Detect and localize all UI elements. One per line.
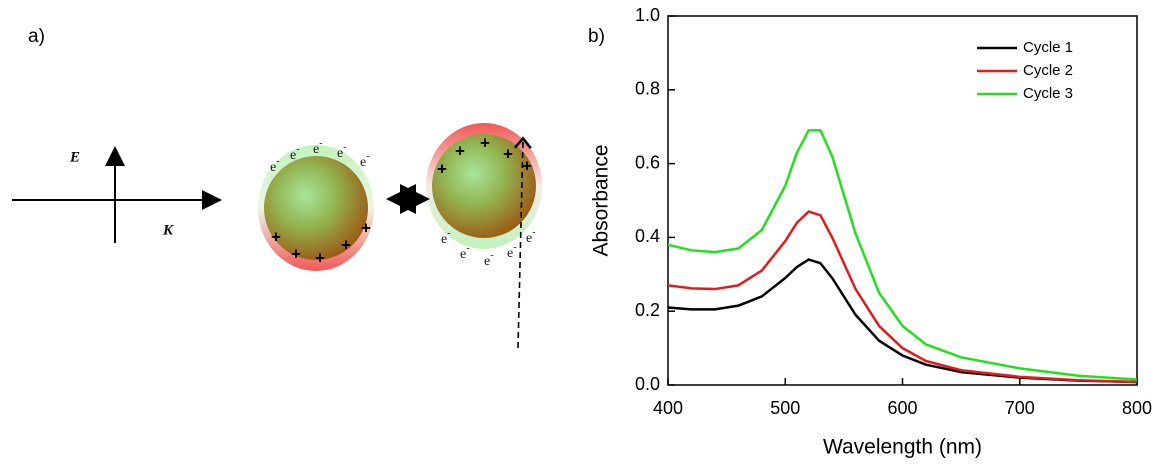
wave-label: K — [162, 222, 174, 238]
positive-charge: + — [437, 159, 447, 178]
x-tick-label: 800 — [1122, 398, 1152, 418]
electron-sup: - — [296, 144, 299, 155]
electron-sup: - — [513, 242, 516, 253]
x-tick-label: 500 — [770, 398, 800, 418]
increase-arrow — [513, 136, 532, 349]
series-line — [667, 210, 1138, 384]
positive-charge: + — [271, 227, 281, 246]
x-tick-label: 700 — [1005, 398, 1035, 418]
series-line — [667, 258, 1138, 384]
electron-base: e — [526, 231, 532, 246]
electron-base: e — [484, 254, 490, 269]
electron-sup: - — [343, 142, 346, 153]
electron-sup: - — [447, 228, 450, 239]
positive-charge: + — [291, 244, 301, 263]
electron: e- — [484, 250, 494, 269]
x-tick-label: 600 — [887, 398, 917, 418]
y-tick-label: 1.0 — [635, 5, 660, 25]
electron-base: e — [337, 146, 343, 161]
electron: e- — [441, 228, 451, 247]
electron: e- — [460, 243, 470, 262]
electron: e- — [313, 138, 323, 157]
legend-label: Cycle 1 — [1023, 39, 1073, 56]
electron-base: e — [270, 160, 276, 175]
electron: e- — [270, 156, 280, 175]
field-label: E — [69, 149, 80, 165]
legend-label: Cycle 3 — [1023, 85, 1073, 102]
electron: e- — [290, 144, 300, 163]
electron-sup: - — [276, 156, 279, 167]
positive-charge: + — [522, 156, 532, 175]
x-axis-label: Wavelength (nm) — [823, 436, 982, 459]
x-tick-label: 400 — [653, 398, 683, 418]
electron-sup: - — [490, 250, 493, 261]
electron-sup: - — [319, 138, 322, 149]
positive-charge: + — [480, 133, 490, 152]
electron-base: e — [290, 148, 296, 163]
y-tick-label: 0.6 — [635, 152, 660, 172]
particle — [432, 134, 536, 238]
positive-charge: + — [455, 141, 465, 160]
electron: e- — [337, 142, 347, 161]
y-tick-label: 0.2 — [635, 300, 660, 320]
electron-base: e — [360, 155, 366, 170]
particle — [264, 156, 368, 260]
diagram: E K — [12, 123, 542, 271]
positive-charge: + — [361, 218, 371, 237]
electron-base: e — [441, 232, 447, 247]
electron-base: e — [460, 247, 466, 262]
panel-label: b) — [588, 26, 605, 47]
electron-base: e — [313, 142, 319, 157]
panel-label: a) — [28, 26, 45, 47]
positive-charge: + — [341, 235, 351, 254]
legend-label: Cycle 2 — [1023, 62, 1073, 79]
electron-sup: - — [532, 227, 535, 238]
electron-sup: - — [366, 151, 369, 162]
y-tick-label: 0.0 — [635, 374, 660, 394]
electron: e- — [360, 151, 370, 170]
electron: e- — [507, 242, 517, 261]
electron-sup: - — [466, 243, 469, 254]
series-line — [667, 129, 1138, 381]
electron: e- — [526, 227, 536, 246]
positive-charge: + — [315, 248, 325, 267]
y-axis-label: Absorbance — [590, 144, 613, 256]
y-tick-label: 0.8 — [635, 79, 660, 99]
y-tick-label: 0.4 — [635, 226, 660, 246]
positive-charge: + — [503, 144, 513, 163]
electron-base: e — [507, 246, 513, 261]
